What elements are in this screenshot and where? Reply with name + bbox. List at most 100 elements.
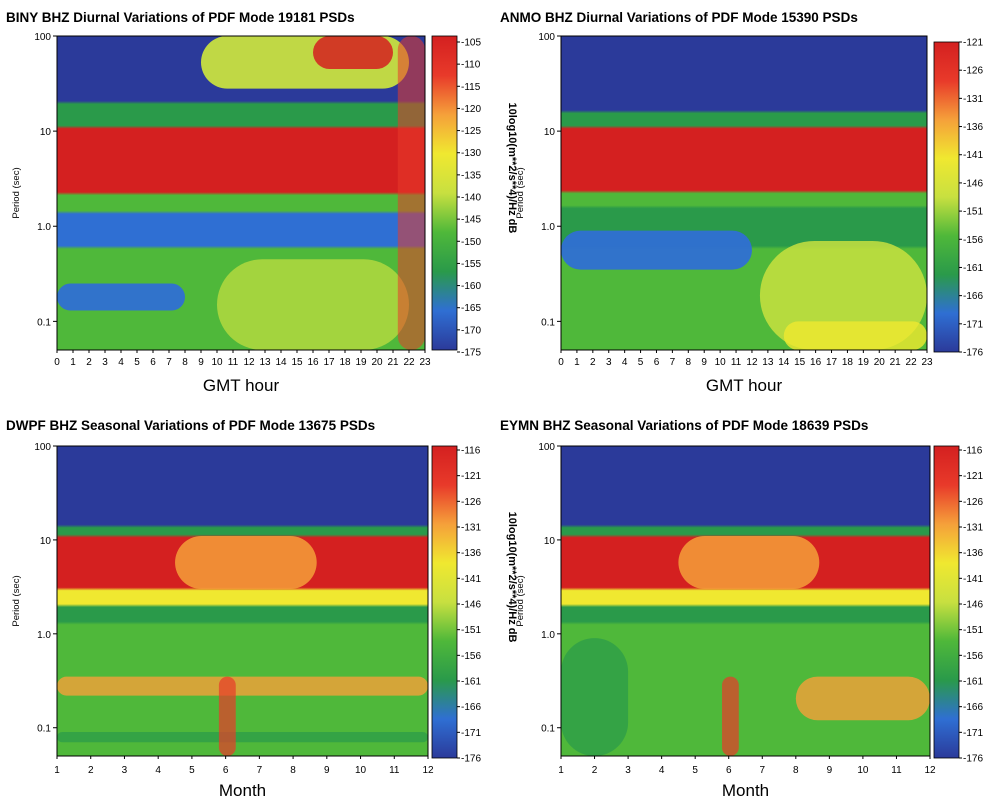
chart-panel-1: ANMO BHZ Diurnal Variations of PDF Mode …: [500, 10, 983, 395]
colorbar-tick-label: -121: [461, 471, 481, 482]
colorbar-tick-label: -121: [963, 471, 983, 482]
colorbar-tick-label: -175: [461, 348, 481, 359]
colorbar-tick-label: -146: [963, 178, 983, 189]
y-tick-label: 0.1: [541, 724, 555, 735]
x-tick-label: 0: [558, 357, 564, 368]
chart-panel-3: EYMN BHZ Seasonal Variations of PDF Mode…: [500, 418, 983, 800]
heatmap-region: [561, 638, 629, 756]
x-tick-label: 12: [924, 765, 936, 776]
chart-title: BINY BHZ Diurnal Variations of PDF Mode …: [6, 10, 355, 25]
x-tick-label: 7: [759, 765, 765, 776]
colorbar-tick-label: -161: [963, 677, 983, 688]
y-axis-label: Period (sec): [515, 167, 526, 218]
x-tick-label: 2: [86, 357, 92, 368]
x-tick-label: 19: [355, 357, 367, 368]
x-tick-label: 10: [355, 765, 367, 776]
x-tick-label: 5: [692, 765, 698, 776]
x-tick-label: 16: [810, 357, 822, 368]
x-tick-label: 15: [291, 357, 303, 368]
x-tick-label: 6: [726, 765, 732, 776]
colorbar-tick-label: -151: [963, 207, 983, 218]
x-tick-label: 2: [592, 765, 598, 776]
colorbar-tick-label: -110: [461, 60, 481, 71]
y-tick-label: 10: [544, 536, 556, 547]
x-tick-label: 5: [134, 357, 140, 368]
colorbar-tick-label: -131: [461, 523, 481, 534]
y-axis-label: Period (sec): [11, 575, 22, 626]
x-tick-label: 5: [189, 765, 195, 776]
y-tick-label: 10: [40, 127, 52, 138]
x-tick-label: 14: [275, 357, 287, 368]
heatmap-region: [561, 230, 752, 270]
x-tick-label: 10: [211, 357, 223, 368]
heatmap-region: [678, 536, 820, 590]
plot-area: [561, 446, 930, 756]
heatmap-region: [397, 36, 425, 350]
plot-frame: [560, 35, 928, 351]
heatmap-region: [795, 676, 930, 721]
x-tick-label: 23: [419, 357, 431, 368]
x-tick-label: 16: [307, 357, 319, 368]
y-tick-label: 1.0: [37, 630, 51, 641]
x-tick-label: 6: [654, 357, 660, 368]
heatmap-region: [57, 732, 428, 743]
y-axis-label: Period (sec): [515, 575, 526, 626]
chart-title: EYMN BHZ Seasonal Variations of PDF Mode…: [500, 418, 868, 433]
x-tick-label: 14: [778, 357, 790, 368]
colorbar-tick-label: -130: [461, 148, 481, 159]
colorbar-tick-label: -136: [461, 548, 481, 559]
heatmap-region: [218, 676, 236, 756]
colorbar: [431, 445, 458, 759]
colorbar-tick-label: -135: [461, 170, 481, 181]
colorbar-label: 10log10(m**2/s**4)/Hz dB: [506, 102, 518, 233]
chart-panel-0: BINY BHZ Diurnal Variations of PDF Mode …: [6, 10, 518, 395]
x-tick-label: 8: [793, 765, 799, 776]
x-tick-label: 4: [622, 357, 628, 368]
y-tick-label: 0.1: [541, 317, 555, 328]
colorbar-tick-label: -161: [963, 263, 983, 274]
x-tick-label: 7: [670, 357, 676, 368]
colorbar: [933, 445, 960, 759]
heatmap-field: [57, 446, 428, 756]
colorbar-tick-label: -105: [461, 38, 481, 49]
plot-area: [561, 36, 927, 350]
x-tick-label: 11: [731, 357, 742, 368]
x-tick-label: 0: [54, 357, 60, 368]
x-tick-label: 22: [403, 357, 415, 368]
colorbar-tick-label: -176: [963, 348, 983, 359]
colorbar-tick-label: -140: [461, 193, 481, 204]
colorbar-tick-label: -126: [963, 66, 983, 77]
y-tick-label: 0.1: [37, 317, 51, 328]
colorbar-tick-label: -141: [963, 150, 983, 161]
colorbar: [933, 41, 960, 353]
colorbar-tick-label: -166: [963, 702, 983, 713]
x-tick-label: 12: [243, 357, 255, 368]
heatmap-region: [57, 676, 428, 696]
heatmap-region: [217, 259, 409, 350]
colorbar-tick-label: -116: [963, 446, 983, 457]
x-tick-label: 6: [150, 357, 156, 368]
x-tick-label: 3: [625, 765, 631, 776]
colorbar-tick-label: -176: [963, 754, 983, 765]
colorbar-tick-label: -151: [461, 625, 481, 636]
colorbar-tick-label: -121: [963, 38, 983, 49]
x-tick-label: 9: [324, 765, 330, 776]
colorbar-tick-label: -126: [963, 497, 983, 508]
x-tick-label: 23: [921, 357, 933, 368]
plot-frame: [56, 35, 426, 351]
x-tick-label: 1: [558, 765, 564, 776]
x-tick-label: 21: [387, 357, 399, 368]
x-axis-label: GMT hour: [203, 376, 280, 395]
x-axis-label: Month: [722, 781, 769, 800]
x-tick-label: 9: [701, 357, 707, 368]
heatmap-region: [722, 676, 739, 756]
colorbar-tick-label: -150: [461, 237, 481, 248]
colorbar-tick-label: -166: [461, 702, 481, 713]
colorbar-tick-label: -166: [963, 291, 983, 302]
colorbar-tick-label: -126: [461, 497, 481, 508]
colorbar-tick-label: -125: [461, 126, 481, 137]
x-tick-label: 11: [891, 765, 902, 776]
x-tick-label: 1: [70, 357, 76, 368]
colorbar-tick-label: -116: [461, 446, 481, 457]
x-tick-label: 2: [590, 357, 596, 368]
